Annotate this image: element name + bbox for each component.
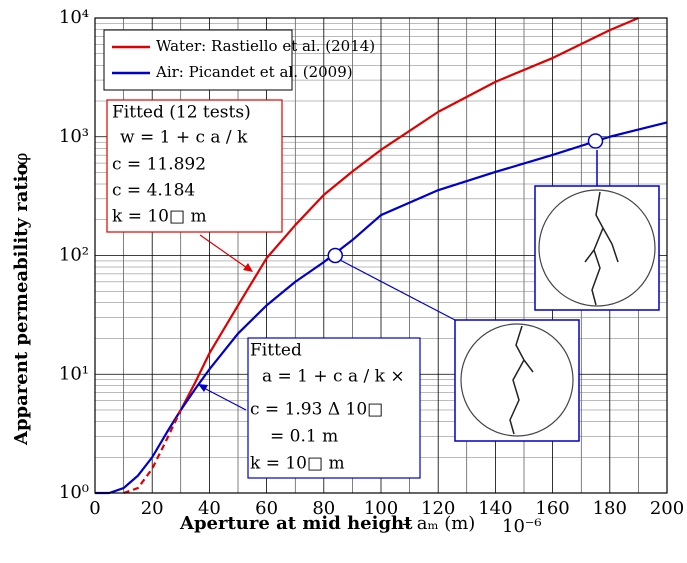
y-tick-label: 10¹ <box>59 363 89 384</box>
x-tick-label: 200 <box>650 498 684 519</box>
series-line <box>179 16 639 411</box>
annotation-line: w = 1 + c a / k <box>120 128 248 148</box>
plot-frame <box>94 17 668 494</box>
y-tick-label: 10⁰ <box>59 482 89 503</box>
annotation: Fitted a = 1 + c a / k × c = 1.93 Δ 10□ … <box>198 337 421 479</box>
annotation-line: k = 10□ m <box>250 454 345 474</box>
legend: Water: Rastiello et al. (2014) Air: Pica… <box>103 29 375 91</box>
x-tick-label: 20 <box>141 498 164 519</box>
y-axis-label: Apparent permeability ratio <box>11 163 32 446</box>
y-axis-label: – φ <box>11 153 32 180</box>
x-axis-label: – aₘ (m) <box>402 513 475 534</box>
annotation-line: k = 10□ m <box>112 207 207 227</box>
x-axis-label: Aperture at mid height <box>179 513 413 534</box>
y-tick-label: 10² <box>59 245 89 266</box>
annotation: Fitted (12 tests) w = 1 + c a / k c = 11… <box>106 99 283 272</box>
y-tick-label: 10³ <box>59 126 89 147</box>
legend-label: Water: Rastiello et al. (2014) <box>156 37 375 55</box>
y-tick-label: 10⁴ <box>59 7 89 28</box>
annotation-line: = 0.1 m <box>270 427 338 447</box>
x-multiplier: 10⁻⁶ <box>502 516 542 537</box>
marker <box>327 247 343 264</box>
legend-label: Air: Picandet et al. (2009) <box>155 63 353 81</box>
x-tick-label: 140 <box>478 498 512 519</box>
marker <box>587 133 604 149</box>
annotation-line: c = 1.93 Δ 10□ <box>250 400 383 420</box>
x-tick-label: 0 <box>89 498 100 519</box>
annotation-line: c = 11.892 <box>112 155 206 175</box>
crack-image <box>339 259 580 442</box>
series-line <box>95 121 668 495</box>
x-tick-label: 120 <box>421 498 455 519</box>
x-tick-label: 80 <box>312 498 335 519</box>
crack-image <box>534 150 660 311</box>
x-tick-label: 40 <box>198 498 221 519</box>
x-tick-label: 180 <box>593 498 627 519</box>
annotation-line: Fitted <box>250 341 302 361</box>
x-tick-label: 100 <box>364 498 398 519</box>
x-tick-label: 60 <box>255 498 278 519</box>
annotation-line: c = 4.184 <box>112 181 195 201</box>
series-line <box>123 409 182 495</box>
x-tick-label: 160 <box>535 498 569 519</box>
annotation-line: a = 1 + c a / k × <box>262 367 405 387</box>
annotation-line: Fitted (12 tests) <box>112 103 251 123</box>
